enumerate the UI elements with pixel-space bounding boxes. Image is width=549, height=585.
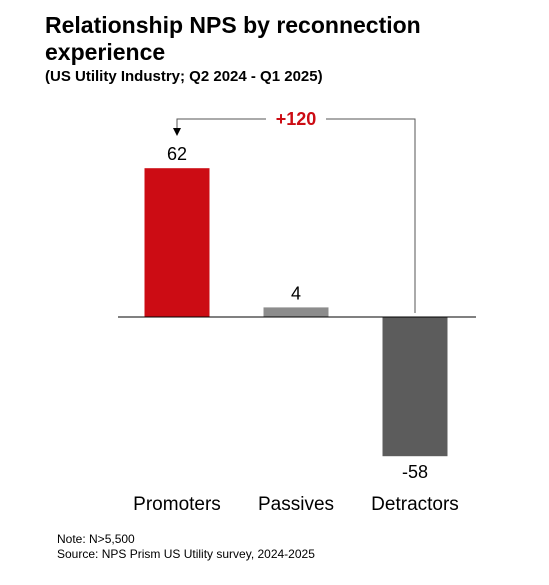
category-label-promoters: Promoters (133, 494, 221, 515)
nps-difference-label: +120 (276, 109, 317, 129)
sample-size-note: Note: N>5,500 (57, 532, 135, 546)
footnotes: Note: N>5,500 Source: NPS Prism US Utili… (57, 532, 315, 562)
source-note: Source: NPS Prism US Utility survey, 202… (57, 547, 315, 561)
bar-promoters (144, 168, 210, 317)
category-label-detractors: Detractors (371, 494, 459, 515)
arrow-head (173, 128, 181, 136)
value-label-detractors: -58 (402, 462, 428, 482)
value-label-promoters: 62 (167, 144, 187, 164)
category-label-passives: Passives (258, 494, 334, 515)
bracket-line-right (326, 118, 416, 313)
value-label-passives: 4 (291, 283, 301, 303)
bar-detractors (382, 317, 448, 457)
bar-passives (263, 307, 329, 317)
chart-title: Relationship NPS by reconnection experie… (45, 12, 421, 65)
chart-subtitle: (US Utility Industry; Q2 2024 - Q1 2025) (45, 68, 323, 85)
bracket-line-left (176, 118, 266, 129)
